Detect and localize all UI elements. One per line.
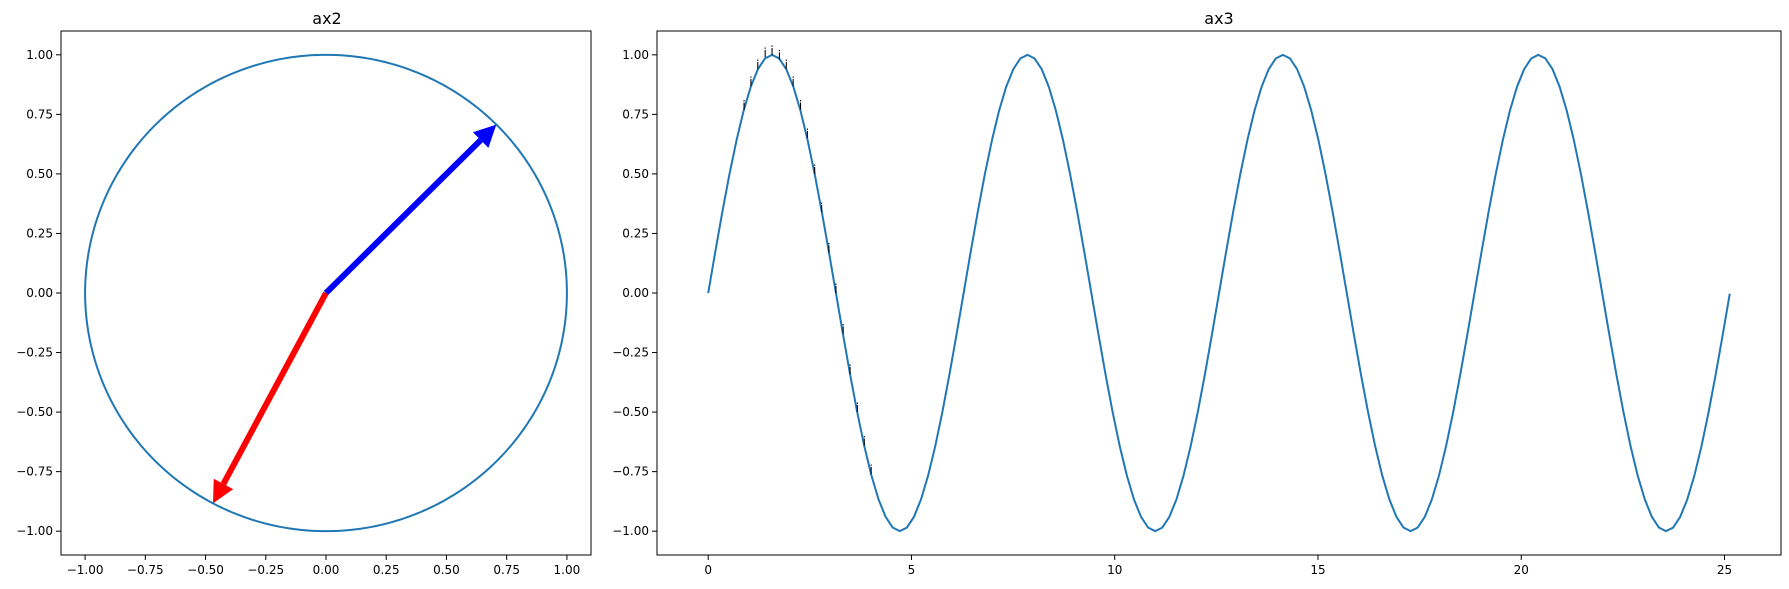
y-tick-label: 0.25 — [622, 226, 649, 240]
annotation-label: i — [848, 363, 851, 377]
annotation-label: i — [806, 127, 809, 141]
y-tick-label: 0.00 — [622, 286, 649, 300]
ax2-title: ax2 — [312, 9, 341, 28]
x-tick-label: 0.50 — [433, 563, 460, 577]
arrow-head — [213, 478, 234, 504]
annotation-label: i — [749, 75, 752, 89]
y-tick-label: −0.50 — [612, 405, 649, 419]
y-tick-label: 1.00 — [622, 48, 649, 62]
x-tick-label: 0.00 — [313, 563, 340, 577]
annotation-label: i — [827, 242, 830, 256]
annotation-label: i — [770, 44, 773, 58]
ax3-x-axis: 0 5 10 15 20 25 — [704, 555, 1732, 577]
annotation-label: i — [820, 201, 823, 215]
x-tick-label: 0 — [704, 563, 712, 577]
ax2-plot-area — [84, 53, 568, 533]
y-tick-label: 0.75 — [26, 107, 53, 121]
y-tick-label: 0.00 — [26, 286, 53, 300]
annotation-label: i — [834, 282, 837, 296]
y-tick-label: 1.00 — [26, 48, 53, 62]
y-tick-label: −0.75 — [16, 465, 53, 479]
x-tick-label: 20 — [1514, 563, 1529, 577]
y-tick-label: −1.00 — [612, 524, 649, 538]
series-line — [707, 53, 1731, 533]
annotation-label: i — [778, 49, 781, 63]
y-tick-label: 0.75 — [622, 107, 649, 121]
annotation-label: i — [799, 99, 802, 113]
y-tick-label: 0.25 — [26, 226, 53, 240]
x-tick-label: 15 — [1310, 563, 1325, 577]
series-line — [84, 53, 568, 533]
x-tick-label: 1.00 — [554, 563, 581, 577]
arrow-shaft — [323, 137, 483, 296]
y-tick-label: −1.00 — [16, 524, 53, 538]
annotation-label: i — [792, 75, 795, 89]
y-tick-label: −0.50 — [16, 405, 53, 419]
x-tick-label: 10 — [1107, 563, 1122, 577]
annotation-label: i — [856, 401, 859, 415]
annotation-label: i — [742, 99, 745, 113]
ax3-title: ax3 — [1204, 9, 1233, 28]
x-tick-label: 25 — [1717, 563, 1732, 577]
annotation-label: i — [813, 163, 816, 177]
y-tick-label: −0.25 — [16, 346, 53, 360]
annotation-label: i — [785, 58, 788, 72]
y-tick-label: 0.50 — [26, 167, 53, 181]
x-tick-label: −0.25 — [247, 563, 284, 577]
ax2-y-axis: −1.00 −0.75 −0.50 −0.25 0.00 0.25 0.50 0.75 1.00 — [16, 48, 61, 538]
ax2-x-axis: −1.00 −0.75 −0.50 −0.25 0.00 0.25 0.50 0.75 1.00 — [67, 555, 581, 577]
y-tick-label: −0.25 — [612, 346, 649, 360]
annotation-label: i — [863, 434, 866, 448]
annotation-label: i — [756, 58, 759, 72]
x-tick-label: −0.50 — [187, 563, 224, 577]
arrow-head — [472, 124, 497, 148]
x-tick-label: −0.75 — [127, 563, 164, 577]
y-tick-label: 0.50 — [622, 167, 649, 181]
x-tick-label: −1.00 — [67, 563, 104, 577]
ax3-y-axis: −1.00 −0.75 −0.50 −0.25 0.00 0.25 0.50 0.75 1.00 — [612, 48, 657, 538]
annotation-label: i — [763, 46, 766, 60]
x-tick-label: 0.25 — [373, 563, 400, 577]
panel-ax2: ax2 −1.00 −0.75 −0.50 −0.25 0.00 0.25 0.50 0.75… — [16, 9, 592, 577]
x-tick-label: 5 — [908, 563, 916, 577]
x-tick-label: 0.75 — [493, 563, 520, 577]
annotation-label: i — [842, 322, 845, 336]
annotation-label: i — [870, 463, 873, 477]
y-tick-label: −0.75 — [612, 465, 649, 479]
arrow-shaft — [220, 291, 329, 486]
